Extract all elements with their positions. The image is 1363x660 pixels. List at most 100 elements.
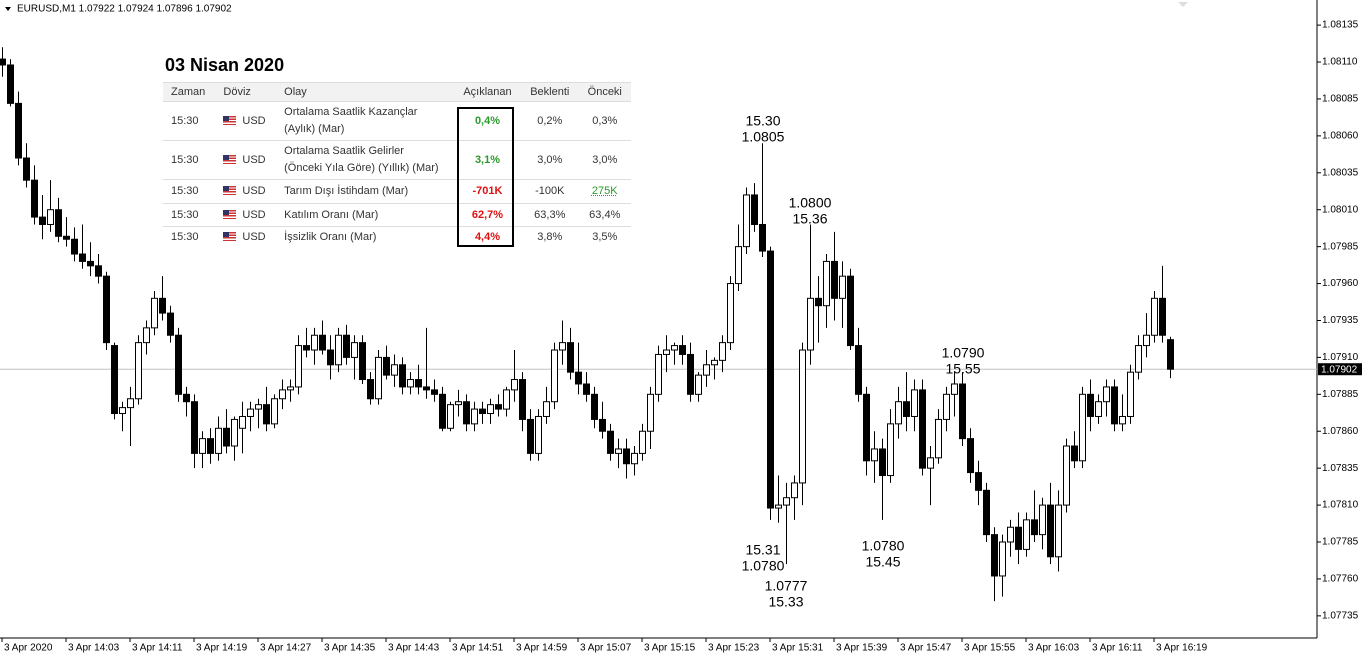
- candle-body: [335, 334, 342, 366]
- currency: USD: [242, 231, 266, 243]
- currency-cell: USD: [215, 179, 277, 204]
- candle-body: [999, 541, 1006, 577]
- candle-body: [359, 342, 366, 381]
- event-row: 15:30 USD Ortalama Saatlik Gelirler (Önceki…: [163, 140, 631, 180]
- y-tick-label: 1.07785: [1322, 537, 1359, 548]
- candle-body: [431, 389, 438, 395]
- candle-body: [919, 389, 926, 469]
- candle-body: [759, 223, 766, 252]
- x-tick-label: 3 Apr 15:47: [900, 643, 952, 654]
- previous: 63,4%: [578, 203, 631, 227]
- annotation: 15.30: [745, 113, 780, 129]
- x-tick-label: 3 Apr 14:59: [516, 643, 568, 654]
- y-tick-label: 1.07835: [1322, 463, 1359, 474]
- candle-body: [639, 430, 646, 454]
- candle-body: [71, 238, 78, 255]
- highlight-box: [457, 107, 514, 247]
- candle-body: [679, 345, 686, 355]
- actual: 3,1%: [453, 140, 522, 180]
- x-tick-label: 3 Apr 14:43: [388, 643, 440, 654]
- currency-cell: USD: [215, 101, 277, 141]
- candle-body: [695, 374, 702, 395]
- candle-body: [927, 457, 934, 469]
- candle-body: [1079, 393, 1086, 462]
- annotation: 15.45: [865, 554, 900, 570]
- current-price-box: [1318, 363, 1362, 376]
- candle-body: [711, 359, 718, 366]
- time: 15:30: [163, 101, 216, 141]
- forecast: -100K: [521, 179, 579, 204]
- scroll-marker: [1178, 2, 1188, 7]
- candle-body: [495, 404, 502, 410]
- candle-body: [895, 401, 902, 425]
- candle-body: [63, 235, 70, 240]
- candle-body: [223, 427, 230, 447]
- flag-icon: [223, 115, 237, 125]
- x-tick-label: 3 Apr 14:03: [68, 643, 120, 654]
- candle-body: [623, 448, 630, 465]
- y-tick-label: 1.07910: [1322, 352, 1359, 363]
- candle-body: [1087, 393, 1094, 417]
- previous: 275K: [578, 179, 631, 204]
- candle-body: [151, 297, 158, 329]
- candle-body: [703, 364, 710, 376]
- candle-body: [959, 383, 966, 440]
- candle-body: [1063, 445, 1070, 506]
- candle-body: [807, 297, 814, 351]
- currency: USD: [242, 114, 266, 127]
- candle-body: [327, 349, 334, 366]
- candle-body: [687, 353, 694, 395]
- annotation: 1.0777: [765, 578, 808, 594]
- candle-body: [599, 418, 606, 432]
- chart-header: EURUSD,M1 1.07922 1.07924 1.07896 1.0790…: [17, 4, 232, 15]
- event-name: Katılım Oranı (Mar): [284, 208, 379, 221]
- calendar-table: Zaman Döviz Olay Açıklanan Beklenti Önceki 15:…: [163, 82, 631, 248]
- menu-arrow[interactable]: [5, 7, 11, 11]
- candle-body: [7, 64, 14, 104]
- candle-body: [351, 342, 358, 358]
- y-tick-label: 1.08010: [1322, 204, 1359, 215]
- y-tick-label: 1.07985: [1322, 241, 1359, 252]
- candle-body: [831, 260, 838, 299]
- currency: USD: [242, 185, 266, 197]
- currency-cell: USD: [215, 203, 277, 227]
- candle-body: [935, 418, 942, 459]
- x-tick-label: 3 Apr 14:35: [324, 643, 376, 654]
- event-cell: İşsizlik Oranı (Mar): [276, 226, 454, 248]
- y-tick-label: 1.07885: [1322, 389, 1359, 400]
- candle-body: [983, 489, 990, 536]
- candle-body: [1127, 371, 1134, 417]
- candle-body: [487, 404, 494, 415]
- x-tick-label: 3 Apr 16:19: [1156, 643, 1208, 654]
- x-tick-label: 3 Apr 15:23: [708, 643, 760, 654]
- candle-body: [343, 334, 350, 358]
- currency: USD: [242, 153, 266, 166]
- candle-body: [559, 342, 566, 351]
- event-cell: Tarım Dışı İstihdam (Mar): [276, 179, 454, 204]
- y-tick-label: 1.08085: [1322, 94, 1359, 105]
- candle-body: [655, 353, 662, 395]
- candle-body: [519, 379, 526, 420]
- candle-body: [671, 345, 678, 351]
- column-header: Döviz: [215, 82, 277, 102]
- time: 15:30: [163, 179, 216, 204]
- y-tick-label: 1.07935: [1322, 315, 1359, 326]
- y-tick-label: 1.07760: [1322, 574, 1359, 585]
- candle-body: [263, 404, 270, 425]
- y-tick-label: 1.07960: [1322, 278, 1359, 289]
- candle-body: [399, 364, 406, 388]
- x-tick-label: 3 Apr 14:27: [260, 643, 312, 654]
- candle-body: [231, 418, 238, 447]
- annotation: 1.0790: [942, 345, 985, 361]
- currency-cell: USD: [215, 226, 277, 248]
- candle-body: [943, 393, 950, 420]
- candle-body: [95, 265, 102, 277]
- candle-body: [751, 194, 758, 225]
- candle-body: [1151, 297, 1158, 336]
- x-tick-label: 3 Apr 15:39: [836, 643, 888, 654]
- calendar-panel: 03 Nisan 2020 Zaman Döviz Olay Açıklanan Bek…: [163, 55, 633, 248]
- candle-body: [79, 253, 86, 262]
- currency: USD: [242, 208, 266, 221]
- flag-icon: [223, 209, 237, 219]
